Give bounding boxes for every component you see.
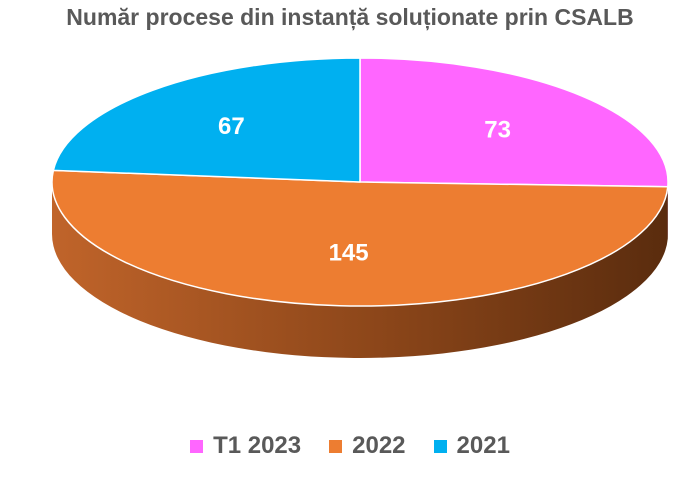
- pie-slice-t1-2023[interactable]: [359, 57, 669, 188]
- pie-chart: 73 145 67: [51, 57, 669, 359]
- pie-slice-2022[interactable]: [51, 169, 669, 307]
- pie-side-layer: [51, 182, 668, 359]
- legend-item-t1-2023[interactable]: T1 2023: [190, 432, 301, 460]
- legend-swatch-2022: [329, 439, 343, 453]
- legend: T1 2023 2022 2021: [0, 432, 700, 460]
- data-label-2022: 145: [329, 239, 369, 266]
- data-label-t1-2023: 73: [484, 117, 511, 144]
- pie-top-layer: [51, 57, 669, 307]
- pie-slice-2021[interactable]: [52, 57, 361, 183]
- chart-title: Număr procese din instanță soluționate p…: [66, 4, 634, 30]
- legend-item-2022[interactable]: 2022: [329, 432, 406, 460]
- legend-swatch-t1-2023: [190, 439, 204, 453]
- legend-label-t1-2023: T1 2023: [213, 432, 302, 459]
- data-label-2021: 67: [218, 113, 245, 140]
- pie-side-2022: [51, 182, 668, 359]
- legend-swatch-2021: [433, 439, 447, 453]
- legend-item-2021[interactable]: 2021: [433, 432, 510, 460]
- legend-label-2021: 2021: [456, 432, 510, 459]
- legend-label-2022: 2022: [352, 432, 406, 459]
- pie-labels-layer: 73 145 67: [218, 113, 511, 266]
